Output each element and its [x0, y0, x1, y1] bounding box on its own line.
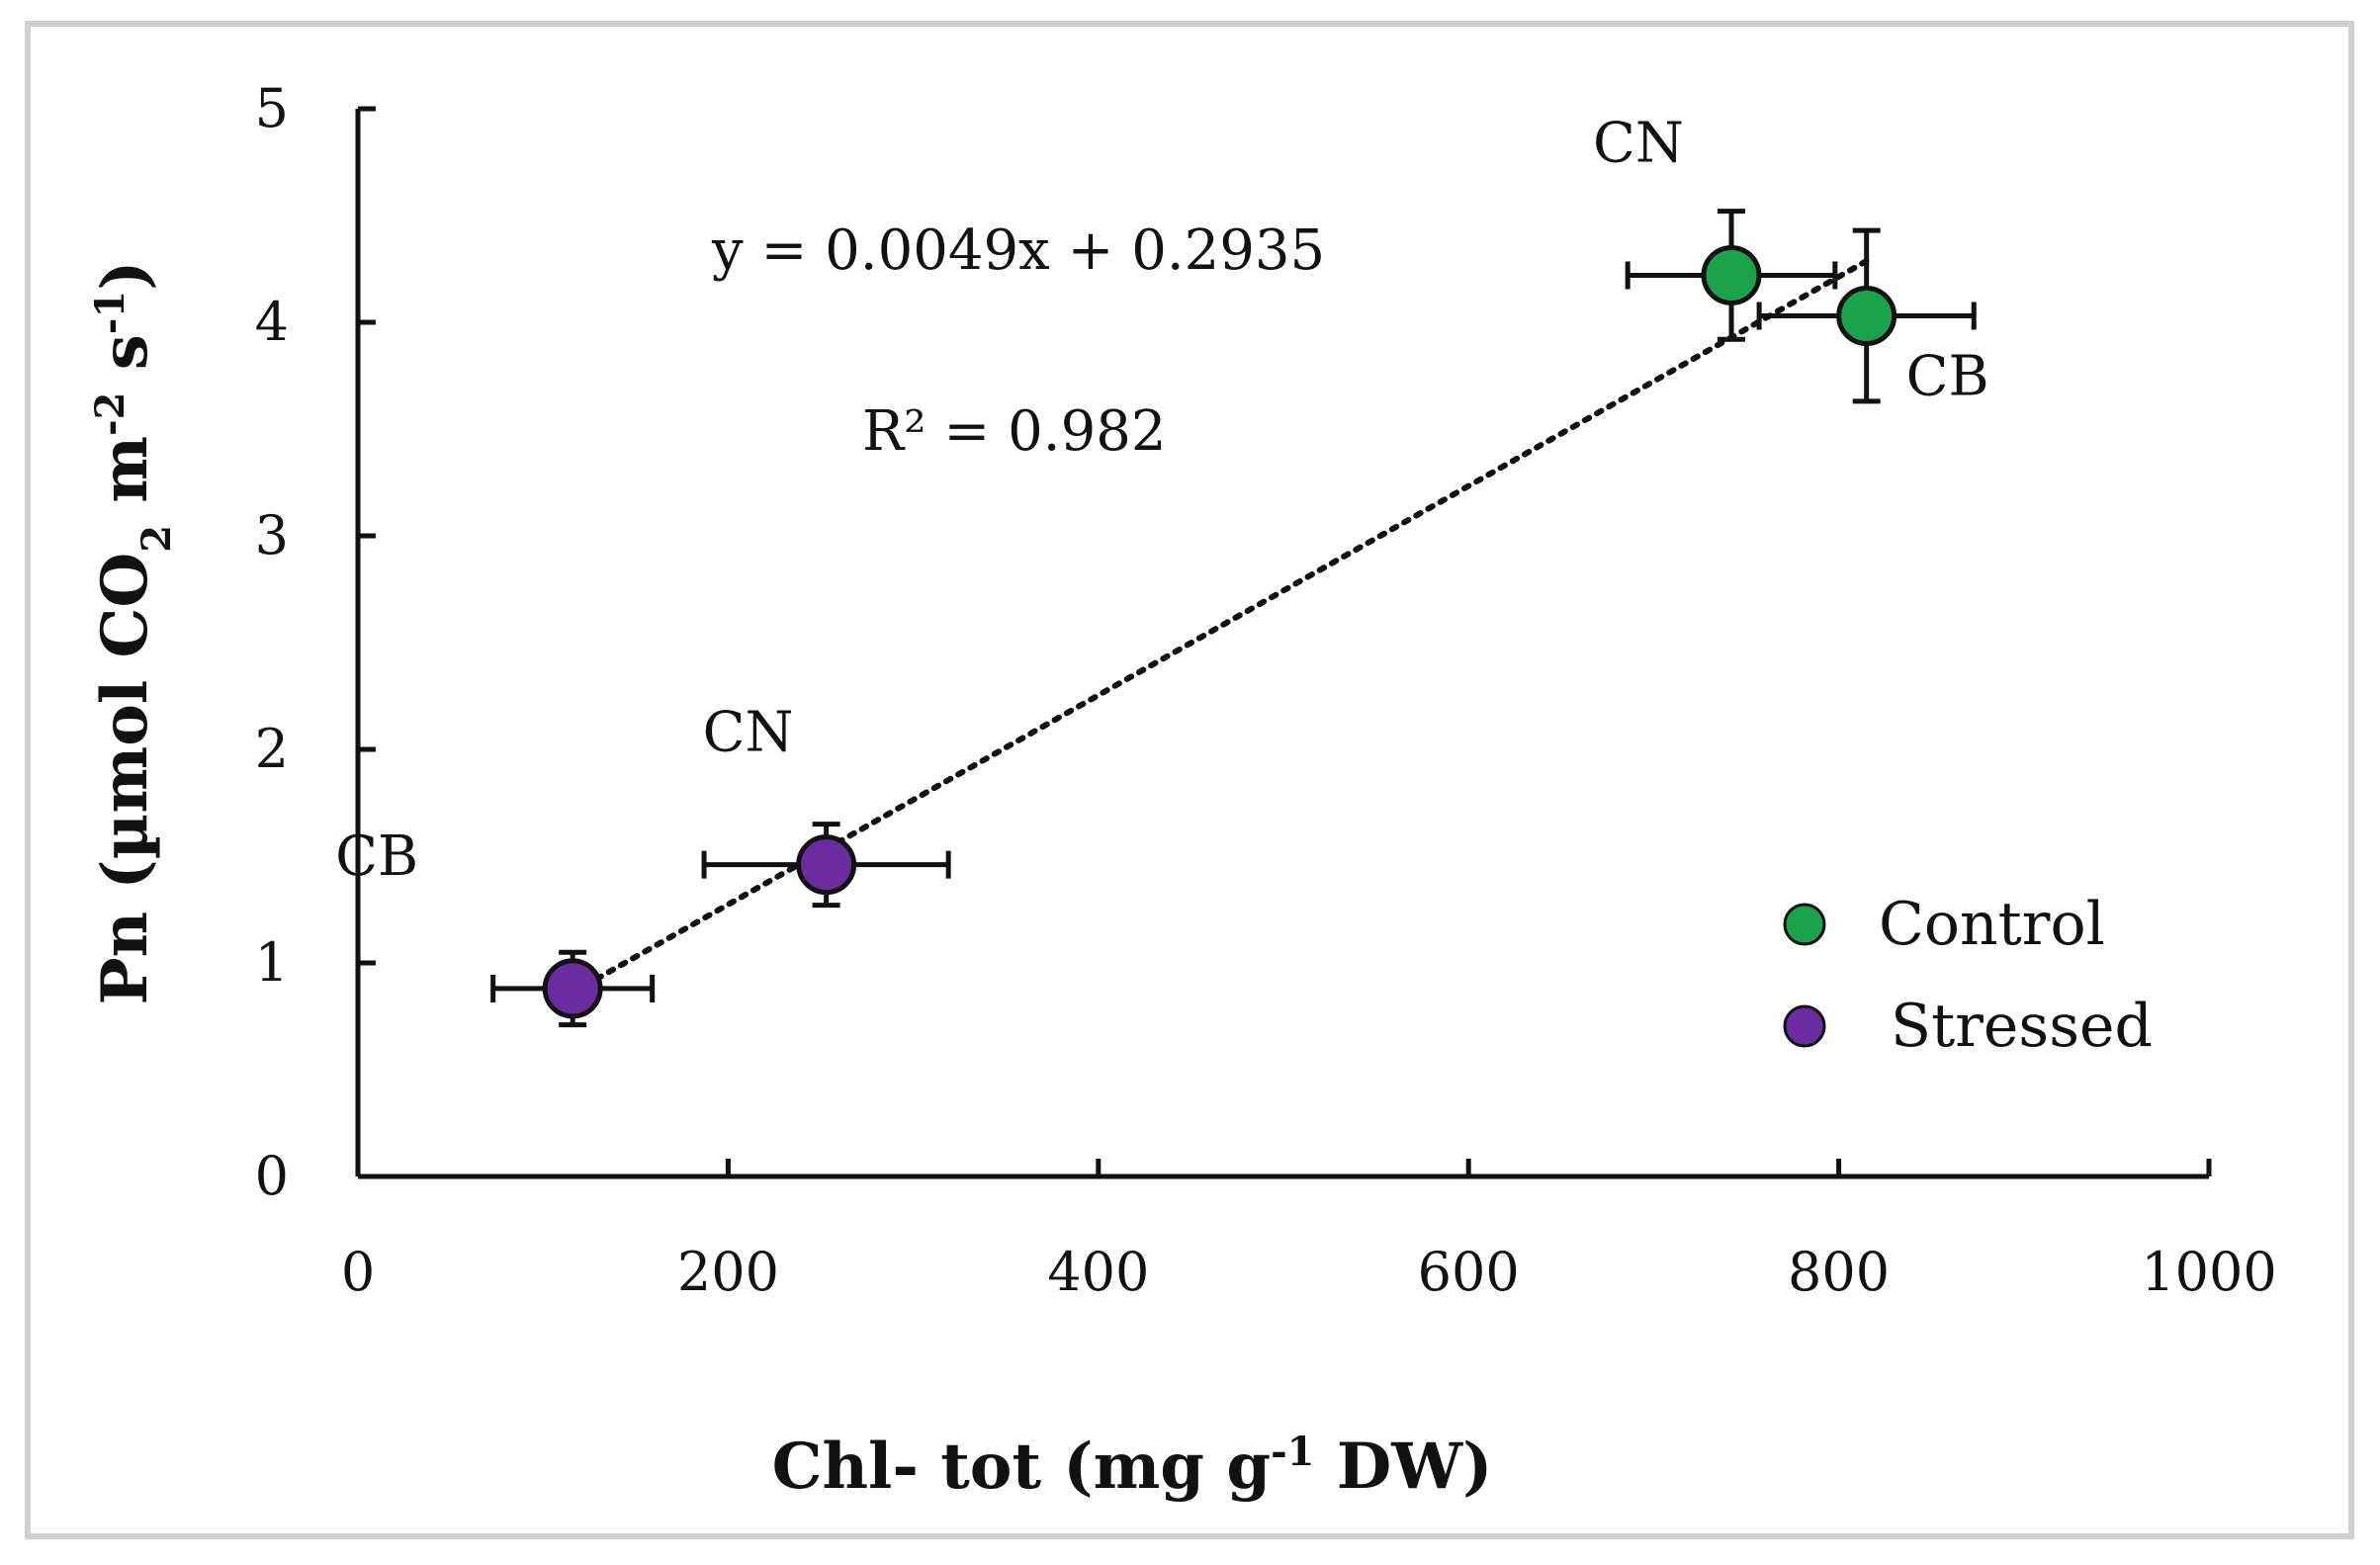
x-axis-title-tail: DW) [1315, 1430, 1493, 1504]
data-points [490, 209, 1977, 1028]
point-labels: CN CB CB CN [335, 111, 1989, 888]
y-axis-title-sup1: -2 [87, 392, 133, 436]
point-label-control-cb: CB [1906, 345, 1989, 409]
r-squared-label: R² = 0.982 [862, 399, 1166, 464]
y-axis-title-d: ) [88, 260, 162, 290]
figure-frame [25, 21, 2354, 1539]
data-point-stressed-cb [542, 958, 603, 1019]
x-axis-title: Chl- tot (mg g-1 DW) [772, 1429, 1493, 1505]
y-axis-title: Pn (µmol CO2 m-2 s-1) [87, 260, 180, 1004]
x-tick-label: 0 [341, 1241, 375, 1303]
x-axis-title-sup: -1 [1271, 1429, 1314, 1475]
x-axis-title-main: Chl- tot (mg g [772, 1430, 1272, 1504]
data-point-control-cb [1836, 286, 1897, 347]
y-axis-title-sub: 2 [133, 525, 180, 553]
x-tick-label: 400 [1047, 1241, 1149, 1303]
y-tick-label: 4 [255, 291, 289, 353]
y-axis-title-b: m [88, 436, 162, 525]
y-tick-label: 0 [255, 1145, 289, 1207]
point-label-control-cn: CN [1593, 111, 1684, 175]
y-tick-label: 2 [255, 718, 289, 780]
y-tick-label: 3 [255, 504, 289, 566]
x-tick-label: 200 [677, 1241, 779, 1303]
point-label-stressed-cn: CN [703, 701, 794, 765]
ticks: 0 200 400 600 800 1000 0 1 2 3 4 5 [255, 77, 2277, 1303]
point-label-stressed-cb: CB [335, 825, 418, 889]
y-axis-title-sup2: -1 [87, 291, 133, 334]
legend-marker-stressed [1783, 1004, 1826, 1048]
x-tick-label: 800 [1788, 1241, 1890, 1303]
data-point-stressed-cn [796, 834, 857, 896]
data-point-control-cn [1701, 244, 1762, 305]
axes [355, 109, 2209, 1179]
legend-marker-control [1783, 903, 1826, 946]
y-axis-title-c: s [88, 334, 162, 391]
trendline-equation: y = 0.0049x + 0.2935 [711, 218, 1325, 283]
trendline [570, 258, 1870, 996]
legend-label-control: Control [1879, 890, 2105, 959]
trendline-group [570, 258, 1870, 996]
x-tick-label: 600 [1418, 1241, 1520, 1303]
y-axis-title-a: Pn (µmol CO [88, 553, 162, 1005]
legend: Control Stressed [1783, 890, 2153, 1061]
x-tick-label: 1000 [2141, 1241, 2276, 1303]
legend-label-stressed: Stressed [1891, 992, 2153, 1061]
y-tick-label: 5 [255, 77, 289, 139]
y-tick-label: 1 [255, 931, 289, 994]
